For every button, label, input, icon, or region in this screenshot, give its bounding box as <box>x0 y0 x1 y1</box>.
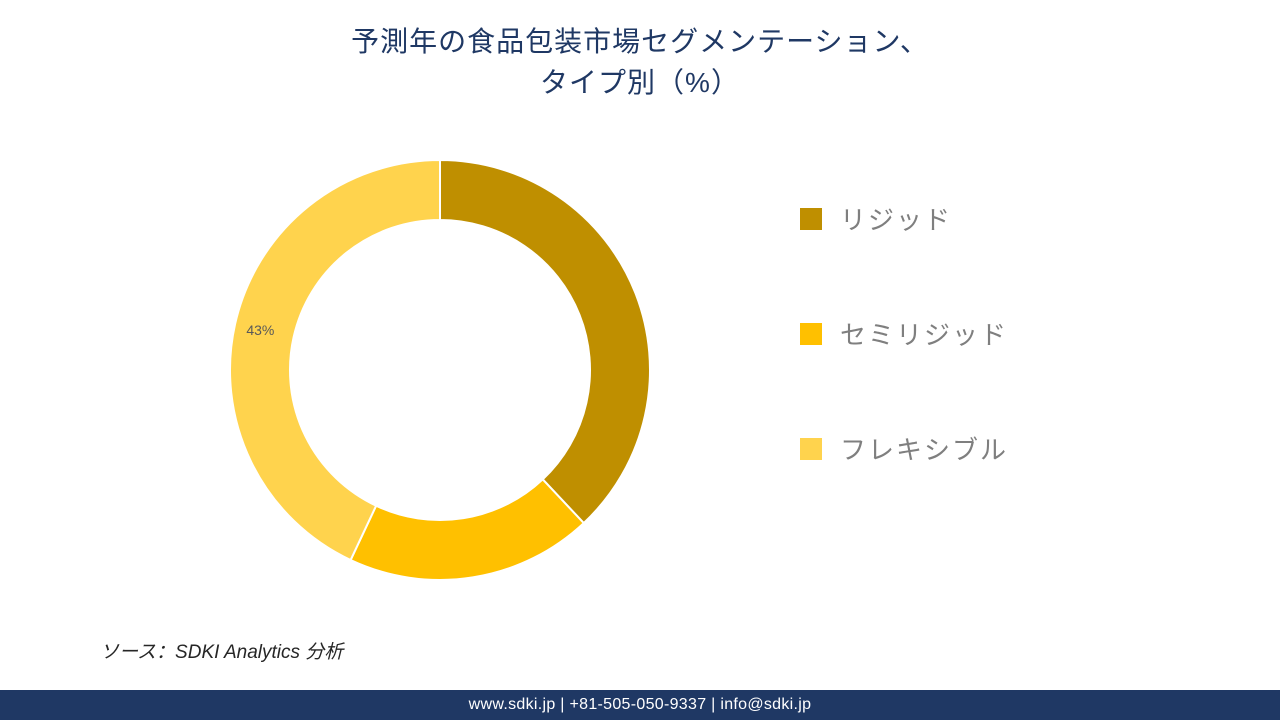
legend-item-0: リジッド <box>800 200 1180 237</box>
donut-segment-label-flexible: 43% <box>246 322 274 338</box>
legend-swatch-2 <box>800 438 822 460</box>
legend: リジッドセミリジッドフレキシブル <box>800 200 1180 545</box>
page-root: 予測年の食品包装市場セグメンテーション、 タイプ別（%） 43% リジッドセミリ… <box>0 0 1280 720</box>
legend-swatch-1 <box>800 323 822 345</box>
content-area: 43% リジッドセミリジッドフレキシブル <box>0 120 1280 640</box>
title-line-1: 予測年の食品包装市場セグメンテーション、 <box>0 22 1280 63</box>
donut-svg <box>210 140 670 600</box>
legend-item-1: セミリジッド <box>800 315 1180 352</box>
legend-label-2: フレキシブル <box>840 430 1008 467</box>
chart-title: 予測年の食品包装市場セグメンテーション、 タイプ別（%） <box>0 0 1280 103</box>
title-line-2: タイプ別（%） <box>0 63 1280 104</box>
legend-item-2: フレキシブル <box>800 430 1180 467</box>
donut-chart: 43% <box>210 140 670 600</box>
donut-segment-semi-rigid <box>351 479 584 580</box>
footer-contact-bar: www.sdki.jp | +81-505-050-9337 | info@sd… <box>0 690 1280 720</box>
source-note: ソース：SDKI Analytics 分析 <box>100 637 343 664</box>
donut-segment-flexible <box>230 160 440 560</box>
donut-segment-rigid <box>440 160 650 523</box>
legend-label-0: リジッド <box>840 200 952 237</box>
legend-swatch-0 <box>800 208 822 230</box>
legend-label-1: セミリジッド <box>840 315 1008 352</box>
